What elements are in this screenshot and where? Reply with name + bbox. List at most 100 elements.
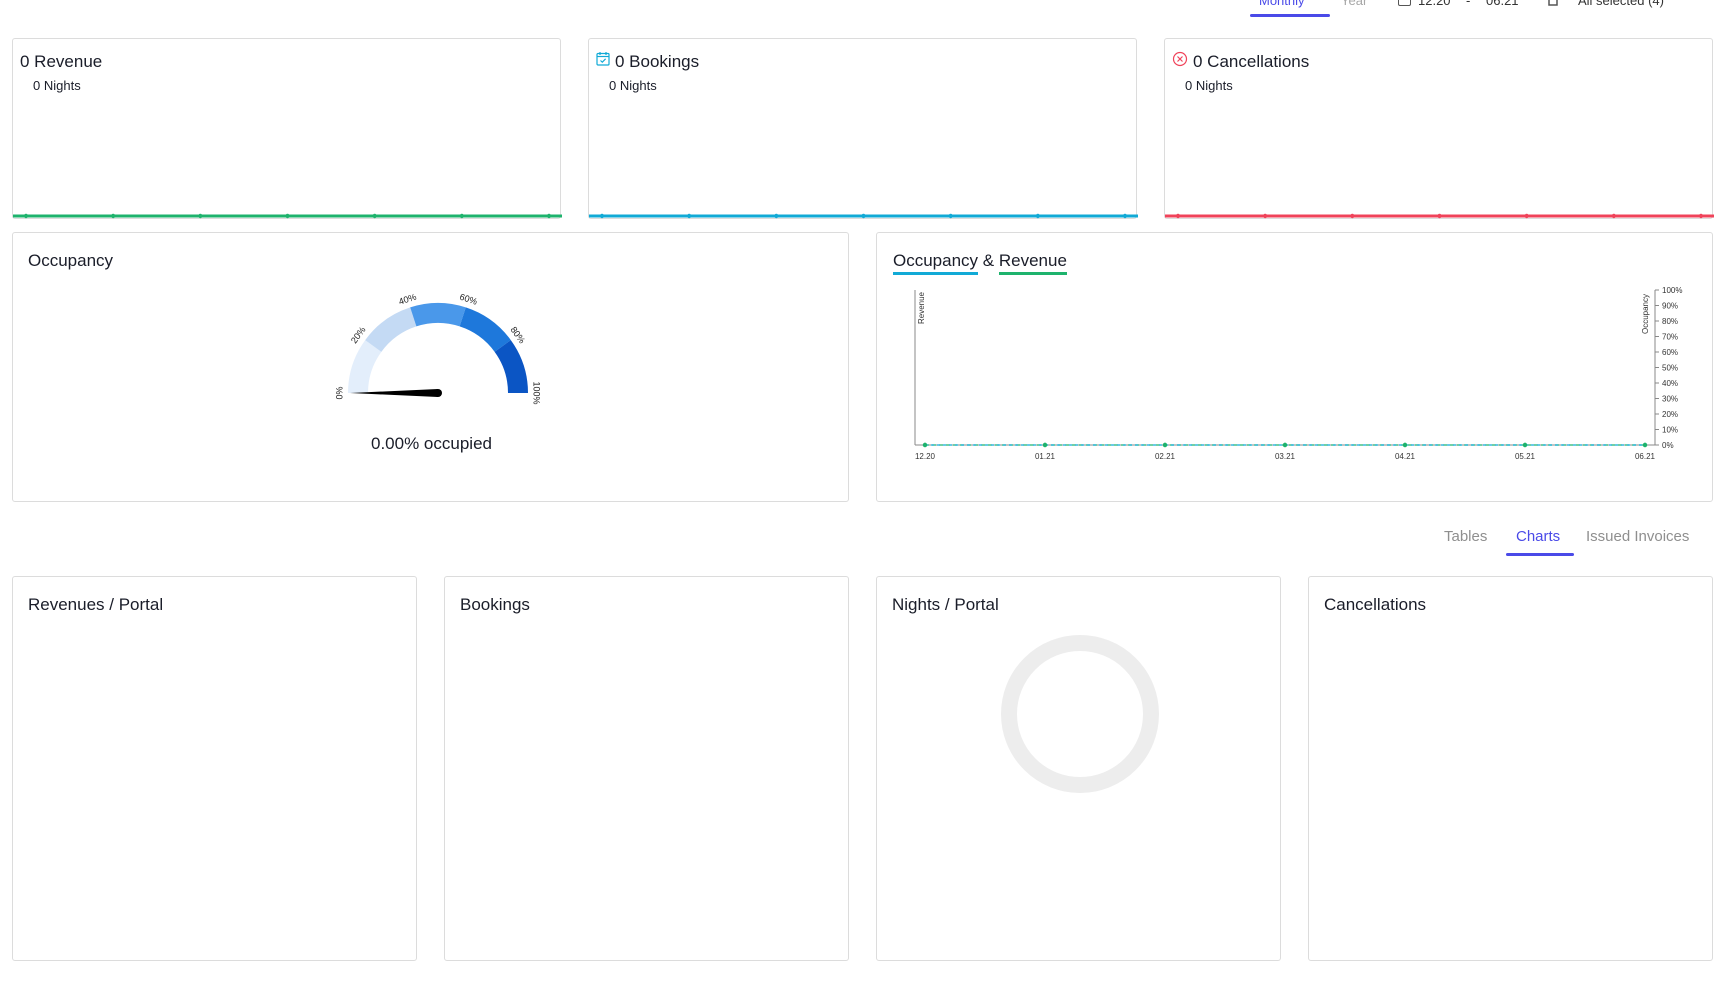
sparkline-point [1698, 213, 1704, 219]
y2-tick-label: 0% [1662, 441, 1674, 450]
sparkline-point [1437, 213, 1442, 219]
sparkline-point [599, 213, 605, 219]
y2-tick-label: 100% [1662, 286, 1682, 295]
tab-issued-invoices[interactable]: Issued Invoices [1586, 528, 1690, 545]
period-monthly-underline [1250, 14, 1330, 17]
title-ampersand: & [982, 251, 995, 270]
nights-portal-card: Nights / Portal [876, 576, 1281, 961]
sparkline-point [1175, 213, 1181, 219]
gauge-segment [410, 303, 466, 327]
occupancy-revenue-card: Occupancy & Revenue Revenue Occupancy 0% 10… [876, 232, 1713, 502]
revenue-title: 0 Revenue [20, 52, 103, 71]
sparkline-point [774, 213, 779, 219]
gauge-tick-label: 60% [458, 292, 478, 307]
tab-charts-underline [1506, 553, 1574, 556]
sparkline-point [546, 213, 552, 219]
cancel-circle-icon [1172, 51, 1188, 72]
revenue-nights: 0 Nights [33, 78, 81, 93]
gauge-needle-hub [434, 389, 442, 397]
occupancy-title: Occupancy [28, 251, 114, 270]
tab-charts[interactable]: Charts [1516, 528, 1561, 545]
x-tick-label: 03.21 [1275, 452, 1296, 461]
x-tick-label: 12.20 [915, 452, 936, 461]
date-from[interactable]: 12.20 [1418, 0, 1451, 8]
sparkline-point [686, 213, 692, 219]
sparkline-point [1035, 213, 1041, 219]
sparkline-point [23, 213, 29, 219]
sparkline-point [948, 213, 953, 219]
nights-portal-donut [1001, 635, 1159, 793]
legend-occupancy[interactable]: Occupancy [893, 251, 979, 275]
y-axis-label-left: Revenue [917, 291, 926, 324]
series-point [1522, 442, 1528, 448]
series-point [922, 442, 928, 448]
cancellations-sparkline [1165, 213, 1714, 219]
series-point [1402, 442, 1408, 448]
period-year-tab[interactable]: Year [1341, 0, 1368, 8]
tab-tables[interactable]: Tables [1444, 528, 1488, 545]
y2-tick-label: 60% [1662, 348, 1678, 357]
revenues-portal-title: Revenues / Portal [28, 595, 164, 614]
series-point [1282, 442, 1288, 448]
sparkline-point [1524, 213, 1529, 219]
gauge-tick-label: 0% [334, 386, 344, 399]
y2-tick-label: 10% [1662, 426, 1678, 435]
legend-revenue[interactable]: Revenue [998, 251, 1067, 275]
period-monthly-tab[interactable]: Monthly [1259, 0, 1305, 8]
bookings-card: Bookings [444, 576, 849, 961]
cancellations-summary-card: 0 Cancellations 0 Nights [1164, 38, 1714, 219]
gauge-segment [459, 307, 511, 352]
y2-tick-label: 30% [1662, 395, 1678, 404]
sparkline-point [459, 213, 465, 219]
gauge-segment [348, 340, 382, 393]
occupancy-revenue-chart: Revenue Occupancy 0% 10% 20% 30% 40% 50% 60% 70% 8… [914, 286, 1682, 461]
gauge-tick-label: 40% [397, 292, 417, 307]
property-select[interactable]: All selected (4) [1578, 0, 1664, 8]
occupancy-caption: 0.00% occupied [371, 434, 492, 453]
revenues-portal-card: Revenues / Portal [12, 576, 417, 961]
y-axis-label-right: Occupancy [1641, 294, 1650, 334]
x-tick-label: 04.21 [1395, 452, 1416, 461]
date-to[interactable]: 06.21 [1486, 0, 1519, 8]
cancellations-title: 0 Cancellations [1193, 52, 1310, 71]
sparkline-point [1262, 213, 1268, 219]
x-tick-label: 01.21 [1035, 452, 1056, 461]
sparkline-point [372, 213, 377, 219]
y2-tick-label: 80% [1662, 317, 1678, 326]
bookings-summary-card: 0 Bookings 0 Nights [588, 38, 1138, 219]
sparkline-point [1122, 213, 1128, 219]
y2-tick-label: 70% [1662, 333, 1678, 342]
series-point [1162, 442, 1168, 448]
occupancy-gauge: 0%20%40% 60%80%100% [334, 292, 542, 405]
date-separator: - [1466, 0, 1471, 8]
cancellations-card: Cancellations [1308, 576, 1713, 961]
series-point [1042, 442, 1048, 448]
y2-tick-label: 50% [1662, 364, 1678, 373]
gauge-needle [350, 389, 438, 397]
cancellations-panel-title: Cancellations [1324, 595, 1427, 614]
bookings-sparkline [589, 213, 1138, 219]
occupancy-card: Occupancy 0% 20% 40% 60% 80% 100% 0.00% occup… [12, 232, 849, 502]
series-point [1642, 442, 1648, 448]
revenue-sparkline [13, 213, 562, 219]
bookings-nights: 0 Nights [609, 78, 657, 93]
top-toolbar: Monthly Year 12.20 - 06.21 All selected … [0, 0, 1723, 20]
x-tick-label: 02.21 [1155, 452, 1176, 461]
nights-portal-title: Nights / Portal [892, 595, 999, 614]
sparkline-point [1611, 213, 1617, 219]
gauge-segment [365, 307, 417, 352]
sparkline-point [861, 213, 866, 219]
bookings-title: 0 Bookings [615, 52, 700, 71]
revenue-summary-card: 0 Revenue 0 Nights [12, 38, 562, 219]
y2-tick-label: 90% [1662, 302, 1678, 311]
cancellations-nights: 0 Nights [1185, 78, 1233, 93]
gauge-segment [494, 340, 528, 393]
calendar-icon [1398, 0, 1411, 6]
sparkline-point [110, 213, 116, 219]
gauge-tick-label: 100% [532, 381, 542, 404]
calendar-check-icon [596, 51, 610, 71]
sparkline-point [198, 213, 203, 219]
x-tick-label: 05.21 [1515, 452, 1536, 461]
occupancy-revenue-title: Occupancy & Revenue [893, 251, 1067, 275]
x-tick-label: 06.21 [1635, 452, 1656, 461]
